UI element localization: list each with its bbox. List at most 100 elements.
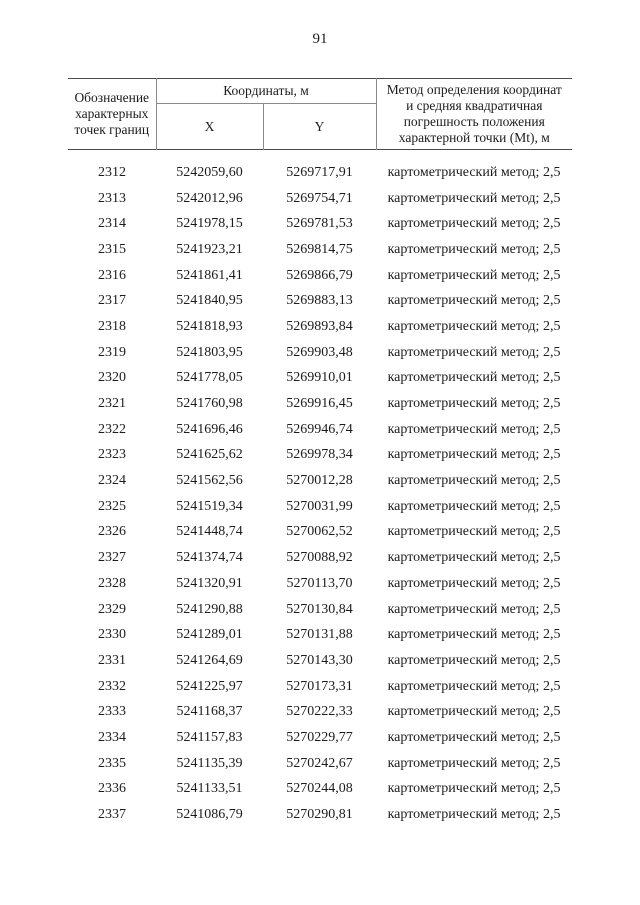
cell-x: 5241135,39: [176, 755, 243, 771]
cell-method: картометрический метод; 2,5: [387, 652, 561, 668]
cell-point-number: 2321: [98, 396, 126, 412]
cell-method: картометрический метод; 2,5: [387, 473, 561, 489]
cell-method: картометрический метод; 2,5: [387, 781, 561, 797]
table-row: 2324 5241562,56 5270012,28 картометричес…: [68, 468, 572, 494]
table-row: 2315 5241923,21 5269814,75 картометричес…: [68, 237, 572, 263]
table-row: 2327 5241374,74 5270088,92 картометричес…: [68, 545, 572, 571]
page-number: 91: [312, 31, 328, 47]
header-row-top: Обозначение характерных точек границ Коо…: [68, 78, 572, 150]
cell-y: 5269883,13: [286, 293, 353, 309]
header-point-designation: Обозначение характерных точек границ: [68, 78, 157, 150]
cell-method: картометрический метод; 2,5: [387, 370, 561, 386]
table-row: 2321 5241760,98 5269916,45 картометричес…: [68, 391, 572, 417]
cell-x: 5241519,34: [176, 498, 243, 514]
cell-y: 5269893,84: [286, 318, 353, 334]
cell-x: 5241374,74: [176, 550, 243, 566]
cell-y: 5269717,91: [286, 164, 353, 180]
cell-y: 5270012,28: [286, 473, 353, 489]
cell-method: картометрический метод; 2,5: [387, 293, 561, 309]
cell-x: 5241840,95: [176, 293, 243, 309]
cell-method: картометрический метод; 2,5: [387, 241, 561, 257]
table-row: 2316 5241861,41 5269866,79 картометричес…: [68, 263, 572, 289]
table-row: 2332 5241225,97 5270173,31 картометричес…: [68, 674, 572, 700]
table-row: 2317 5241840,95 5269883,13 картометричес…: [68, 288, 572, 314]
cell-y: 5269814,75: [286, 241, 353, 257]
table-row: 2328 5241320,91 5270113,70 картометричес…: [68, 571, 572, 597]
cell-point-number: 2314: [98, 216, 126, 232]
cell-point-number: 2328: [98, 575, 126, 591]
cell-point-number: 2331: [98, 652, 126, 668]
cell-method: картометрический метод; 2,5: [387, 396, 561, 412]
table-row: 2330 5241289,01 5270131,88 картометричес…: [68, 622, 572, 648]
cell-x: 5241803,95: [176, 344, 243, 360]
cell-method: картометрический метод; 2,5: [387, 524, 561, 540]
cell-y: 5270229,77: [286, 729, 353, 745]
cell-method: картометрический метод; 2,5: [387, 678, 561, 694]
cell-point-number: 2329: [98, 601, 126, 617]
cell-y: 5269754,71: [286, 190, 353, 206]
table-row: 2331 5241264,69 5270143,30 картометричес…: [68, 648, 572, 674]
cell-point-number: 2335: [98, 755, 126, 771]
cell-point-number: 2323: [98, 447, 126, 463]
cell-y: 5270242,67: [286, 755, 353, 771]
cell-x: 5241157,83: [176, 729, 243, 745]
cell-y: 5270113,70: [286, 575, 353, 591]
table-header: Обозначение характерных точек границ Коо…: [68, 78, 573, 150]
cell-y: 5269866,79: [286, 267, 353, 283]
cell-method: картометрический метод; 2,5: [387, 729, 561, 745]
cell-point-number: 2327: [98, 550, 126, 566]
cell-point-number: 2312: [98, 164, 126, 180]
cell-method: картометрический метод; 2,5: [387, 755, 561, 771]
cell-x: 5241225,97: [176, 678, 243, 694]
cell-x: 5241289,01: [176, 627, 243, 643]
cell-method: картометрический метод; 2,5: [387, 421, 561, 437]
cell-point-number: 2330: [98, 627, 126, 643]
header-method: Метод определения координат и средняя кв…: [386, 82, 562, 145]
cell-y: 5270173,31: [286, 678, 353, 694]
cell-y: 5270062,52: [286, 524, 353, 540]
cell-y: 5269916,45: [286, 396, 353, 412]
cell-y: 5270130,84: [286, 601, 353, 617]
header-y: Y: [263, 103, 377, 150]
cell-point-number: 2316: [98, 267, 126, 283]
cell-y: 5269978,34: [286, 447, 353, 463]
cell-x: 5241290,88: [176, 601, 243, 617]
cell-method: картометрический метод; 2,5: [387, 344, 561, 360]
cell-y: 5270222,33: [286, 704, 353, 720]
cell-x: 5241625,62: [176, 447, 243, 463]
cell-x: 5242012,96: [176, 190, 243, 206]
cell-point-number: 2324: [98, 473, 126, 489]
cell-method: картометрический метод; 2,5: [387, 575, 561, 591]
cell-x: 5241778,05: [176, 370, 243, 386]
cell-method: картометрический метод; 2,5: [387, 627, 561, 643]
header-row-xy: X Y: [68, 103, 572, 150]
cell-method: картометрический метод; 2,5: [387, 216, 561, 232]
cell-x: 5241978,15: [176, 216, 243, 232]
table-row: 2334 5241157,83 5270229,77 картометричес…: [68, 725, 572, 751]
cell-point-number: 2326: [98, 524, 126, 540]
cell-x: 5241760,98: [176, 396, 243, 412]
cell-method: картометрический метод; 2,5: [387, 164, 561, 180]
cell-point-number: 2325: [98, 498, 126, 514]
cell-method: картометрический метод; 2,5: [387, 318, 561, 334]
cell-x: 5241696,46: [176, 421, 243, 437]
table-body: 2312 5242059,60 5269717,91 картометричес…: [68, 150, 572, 828]
table-row: 2335 5241135,39 5270242,67 картометричес…: [68, 751, 572, 777]
table-row: 2314 5241978,15 5269781,53 картометричес…: [68, 211, 572, 237]
table-row: 2319 5241803,95 5269903,48 картометричес…: [68, 340, 572, 366]
cell-point-number: 2319: [98, 344, 126, 360]
cell-point-number: 2337: [98, 807, 126, 823]
cell-x: 5241818,93: [176, 318, 243, 334]
cell-point-number: 2332: [98, 678, 126, 694]
cell-point-number: 2336: [98, 781, 126, 797]
cell-method: картометрический метод; 2,5: [387, 498, 561, 514]
cell-y: 5270131,88: [286, 627, 353, 643]
header-coordinates: Координаты, м: [156, 78, 377, 104]
table-row: 2336 5241133,51 5270244,08 картометричес…: [68, 777, 572, 803]
cell-x: 5241562,56: [176, 473, 243, 489]
cell-y: 5270244,08: [286, 781, 353, 797]
cell-y: 5269903,48: [286, 344, 353, 360]
table-row: 2313 5242012,96 5269754,71 картометричес…: [68, 186, 572, 212]
header-x: X: [156, 103, 264, 150]
